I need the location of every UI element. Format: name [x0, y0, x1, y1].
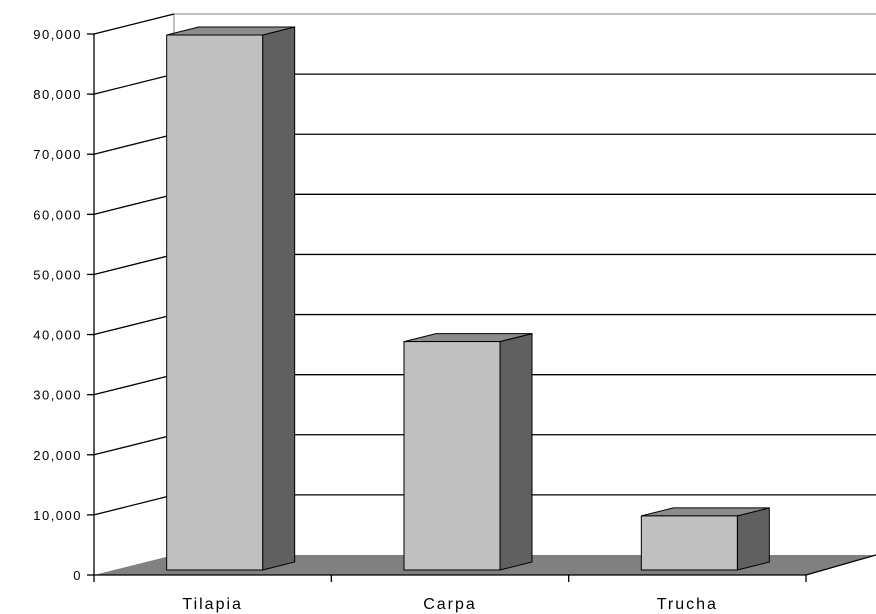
- bar-side-face: [262, 26, 296, 571]
- y-tick-label: 0: [73, 568, 82, 583]
- x-tick-label-trucha: Trucha: [657, 596, 718, 613]
- side-gridline: [93, 494, 175, 516]
- y-tick-labels: 0 10,000 20,000 30,000 40,000 50,000 60,000 70,…: [33, 27, 82, 583]
- y-tick-label: 20,000: [33, 448, 82, 463]
- x-tick-label-carpa: Carpa: [423, 596, 477, 613]
- side-gridline: [93, 253, 175, 276]
- y-tick-label: 90,000: [33, 27, 82, 42]
- side-gridline: [93, 73, 175, 95]
- y-tick-label: 80,000: [33, 87, 82, 102]
- y-tick-label: 30,000: [33, 388, 82, 403]
- bar-side-face: [499, 332, 533, 571]
- y-tick-label: 70,000: [33, 147, 82, 162]
- bar-side-face: [736, 507, 770, 571]
- y-tick-label: 40,000: [33, 328, 82, 343]
- bars: [166, 26, 770, 571]
- side-gridline: [93, 13, 175, 35]
- x-tick-label-tilapia: Tilapia: [182, 596, 243, 613]
- axes: [87, 33, 876, 582]
- bar-front-face: [403, 341, 501, 571]
- bar-front-face: [166, 34, 264, 571]
- side-gridline: [93, 133, 175, 155]
- side-gridline: [93, 434, 175, 456]
- y-tick-label: 50,000: [33, 267, 82, 282]
- x-tick-labels: Tilapia Carpa Trucha: [182, 596, 718, 613]
- side-gridline: [93, 374, 175, 396]
- bar-carpa: [403, 332, 533, 571]
- bar-front-face: [640, 515, 738, 571]
- x-axis-depth-edge: [805, 554, 876, 576]
- y-tick-label: 10,000: [33, 508, 82, 523]
- side-gridline: [93, 193, 175, 215]
- bar-tilapia: [166, 26, 296, 571]
- side-gridline: [93, 313, 175, 336]
- y-tick-label: 60,000: [33, 207, 82, 222]
- bar-trucha: [640, 507, 770, 571]
